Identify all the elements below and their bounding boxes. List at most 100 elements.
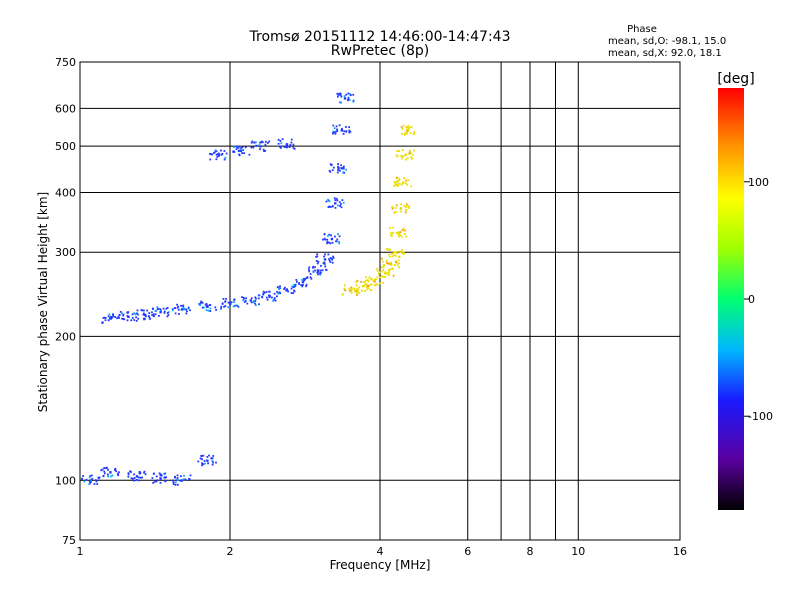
data-point bbox=[223, 150, 226, 152]
data-point bbox=[330, 163, 333, 166]
data-point bbox=[340, 129, 344, 132]
data-point bbox=[214, 306, 217, 309]
data-point bbox=[399, 207, 403, 211]
data-point bbox=[108, 313, 111, 316]
data-point bbox=[172, 483, 175, 486]
data-point bbox=[278, 288, 280, 291]
data-point bbox=[281, 138, 284, 141]
data-point bbox=[268, 290, 271, 293]
data-point bbox=[405, 179, 408, 182]
data-point bbox=[199, 457, 202, 460]
data-point bbox=[348, 92, 351, 95]
data-point bbox=[389, 232, 392, 235]
data-point bbox=[410, 185, 413, 188]
data-point bbox=[324, 238, 327, 241]
data-point bbox=[233, 298, 236, 301]
data-point bbox=[262, 292, 265, 295]
data-point bbox=[111, 474, 114, 477]
data-point bbox=[336, 238, 339, 241]
data-point bbox=[240, 150, 242, 153]
data-point bbox=[136, 309, 139, 312]
x-tick-label: 16 bbox=[673, 545, 687, 558]
data-point bbox=[398, 182, 401, 185]
data-point bbox=[373, 278, 376, 281]
data-point bbox=[243, 301, 246, 303]
data-point bbox=[257, 297, 260, 300]
data-point bbox=[324, 265, 327, 268]
data-point bbox=[303, 278, 305, 281]
data-point bbox=[382, 281, 384, 284]
data-point bbox=[146, 309, 149, 312]
data-point bbox=[338, 242, 341, 245]
data-point bbox=[81, 478, 83, 480]
data-point bbox=[207, 309, 210, 312]
data-point bbox=[202, 463, 205, 466]
data-point bbox=[408, 207, 411, 209]
data-point bbox=[337, 94, 340, 96]
data-point bbox=[253, 141, 256, 144]
data-point bbox=[180, 479, 184, 482]
data-point bbox=[277, 138, 280, 141]
data-point bbox=[347, 92, 350, 95]
data-point bbox=[89, 482, 92, 484]
data-point bbox=[368, 276, 371, 279]
data-point bbox=[406, 132, 408, 135]
data-point bbox=[153, 472, 156, 475]
data-point bbox=[149, 317, 152, 320]
data-point bbox=[348, 126, 351, 129]
data-point bbox=[254, 302, 257, 305]
data-point bbox=[201, 306, 204, 309]
data-point bbox=[327, 253, 330, 256]
data-point bbox=[334, 202, 337, 205]
data-point bbox=[257, 294, 260, 297]
data-point bbox=[130, 471, 132, 473]
data-point bbox=[290, 287, 293, 290]
data-point bbox=[163, 310, 166, 313]
data-point bbox=[316, 253, 319, 256]
data-point bbox=[292, 146, 295, 149]
data-point bbox=[400, 154, 403, 157]
data-point bbox=[131, 477, 134, 480]
data-point bbox=[230, 301, 233, 304]
data-point bbox=[131, 317, 134, 319]
data-point bbox=[88, 480, 91, 483]
data-point bbox=[220, 149, 222, 152]
data-point bbox=[238, 145, 240, 148]
data-point bbox=[403, 229, 406, 232]
data-point bbox=[164, 480, 167, 482]
data-point bbox=[386, 247, 388, 250]
data-point bbox=[345, 126, 347, 128]
data-point bbox=[189, 309, 191, 312]
data-point bbox=[349, 130, 352, 133]
data-point bbox=[117, 472, 119, 475]
data-point bbox=[224, 305, 227, 307]
data-point bbox=[405, 126, 408, 129]
data-point bbox=[206, 305, 209, 308]
data-point bbox=[312, 271, 315, 274]
data-point bbox=[328, 200, 331, 203]
data-point bbox=[258, 303, 260, 306]
data-point bbox=[266, 298, 269, 301]
data-point bbox=[394, 206, 397, 209]
data-point bbox=[107, 468, 109, 471]
data-point bbox=[305, 285, 307, 288]
data-point bbox=[394, 251, 398, 254]
data-point bbox=[189, 474, 192, 477]
data-point bbox=[133, 479, 135, 482]
data-point bbox=[333, 197, 336, 200]
data-point bbox=[398, 179, 401, 182]
data-point bbox=[323, 258, 327, 261]
data-point bbox=[102, 475, 105, 478]
x-tick-label: 6 bbox=[464, 545, 471, 558]
data-point bbox=[235, 148, 238, 151]
data-point bbox=[151, 314, 154, 316]
data-point bbox=[215, 158, 218, 161]
data-point bbox=[391, 207, 394, 210]
data-point bbox=[251, 140, 254, 143]
data-point bbox=[130, 477, 133, 480]
data-point bbox=[102, 317, 105, 319]
x-tick-label: 1 bbox=[77, 545, 84, 558]
data-point bbox=[137, 479, 140, 482]
data-point bbox=[112, 315, 115, 318]
data-point bbox=[314, 266, 316, 269]
